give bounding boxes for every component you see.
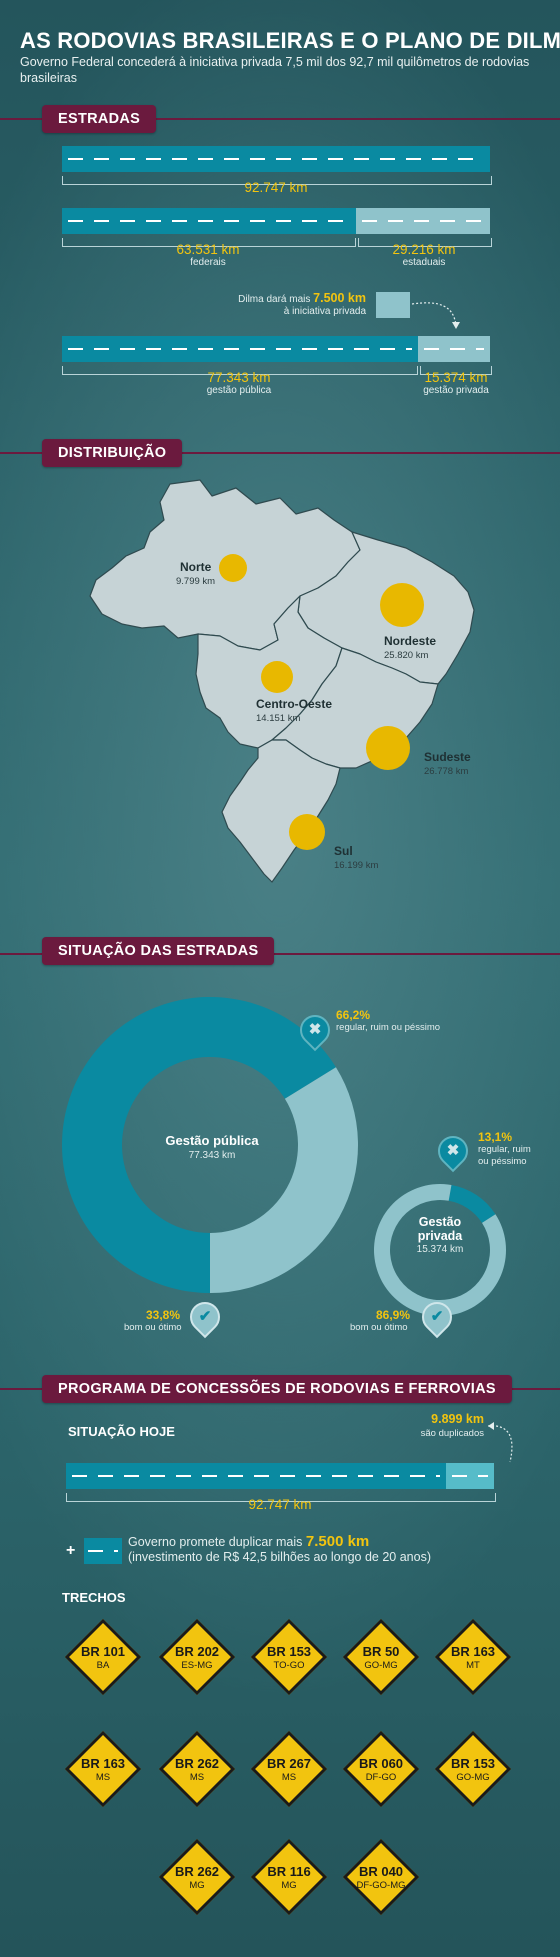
publica-label: gestão pública — [206, 385, 272, 396]
road-sign: BR 267 MS — [250, 1730, 328, 1808]
bracket-hoje — [66, 1493, 496, 1502]
donut-privada — [373, 1184, 506, 1316]
promise-text: Governo promete duplicar mais 7.500 km — [128, 1533, 370, 1550]
road-total — [62, 146, 490, 172]
donut-publica-km: 77.343 km — [188, 1150, 236, 1161]
bracket-federais — [62, 238, 356, 247]
road-sign: BR 202 ES-MG — [158, 1618, 236, 1696]
section-divider-situacao — [0, 953, 560, 955]
donut-publica-title: Gestão pública — [165, 1133, 259, 1148]
donut-privada-bad-segment — [448, 1185, 496, 1223]
close-icon: ✖ — [308, 1021, 322, 1038]
region-sul — [221, 739, 341, 883]
privatization-note-km: 7.500 km — [313, 291, 366, 305]
page-title: AS RODOVIAS BRASILEIRAS E O PLANO DE DIL… — [20, 28, 560, 53]
check-icon: ✔ — [198, 1308, 212, 1325]
region-label-norte: Norte — [180, 560, 212, 574]
privada-bad-label: regular, ruim ou péssimo — [478, 1144, 531, 1167]
brazil-map — [89, 479, 475, 883]
privada-km: 15.374 km — [424, 370, 488, 385]
region-km-centro-oeste: 14.151 km — [256, 713, 301, 724]
donut-publica-good-segment — [210, 1067, 358, 1293]
section-divider-distribuicao — [0, 452, 560, 454]
section-title-estradas: ESTRADAS — [42, 105, 157, 133]
privatization-block — [376, 292, 410, 318]
privada-bad-pct: 13,1% — [478, 1130, 513, 1144]
arrow-icon — [487, 1422, 513, 1463]
region-label-sudeste: Sudeste — [424, 750, 471, 764]
road-promise — [84, 1538, 122, 1564]
duplicados-label: são duplicados — [420, 1428, 484, 1439]
road-sign: BR 153 TO-GO — [250, 1618, 328, 1696]
road-sign: BR 163 MT — [434, 1618, 512, 1696]
road-sign: BR 116 MG — [250, 1838, 328, 1916]
privada-good-label: bom ou ótimo — [350, 1322, 408, 1333]
bracket-estaduais — [358, 238, 492, 247]
hoje-total-km: 92.747 km — [248, 1497, 312, 1512]
promise-investment: (investimento de R$ 42,5 bilhões ao long… — [128, 1550, 431, 1564]
section-title-programa: PROGRAMA DE CONCESSÕES DE RODOVIAS E FER… — [42, 1375, 512, 1403]
publica-good-label: bom ou ótimo — [124, 1322, 182, 1333]
region-km-sul: 16.199 km — [334, 860, 379, 871]
promise-km: 7.500 km — [305, 1533, 370, 1550]
road-sign: BR 262 MS — [158, 1730, 236, 1808]
road-sign: BR 262 MG — [158, 1838, 236, 1916]
road-sign: BR 040 DF-GO-MG — [342, 1838, 420, 1916]
duplicados-km: 9.899 km — [431, 1412, 484, 1426]
bracket-privada — [420, 366, 492, 375]
bracket-total — [62, 176, 492, 185]
donut-privada-title: Gestão privada — [417, 1215, 463, 1243]
region-label-nordeste: Nordeste — [384, 634, 437, 648]
privatization-note: Dilma dará mais 7.500 km — [238, 291, 366, 305]
road-duplicados — [446, 1463, 494, 1489]
estaduais-km: 29.216 km — [392, 242, 456, 257]
region-label-centro-oeste: Centro-Oeste — [256, 697, 333, 711]
federais-label: federais — [190, 257, 226, 268]
section-divider-estradas — [0, 118, 560, 120]
section-title-situacao: SITUAÇÃO DAS ESTRADAS — [42, 937, 275, 965]
region-label-sul: Sul — [334, 844, 353, 858]
road-sign: BR 060 DF-GO — [342, 1730, 420, 1808]
section-title-distribuicao: DISTRIBUIÇÃO — [42, 439, 183, 467]
road-publica — [62, 336, 418, 362]
road-sign: BR 153 GO-MG — [434, 1730, 512, 1808]
publica-bad-pct: 66,2% — [336, 1008, 371, 1022]
privada-label: gestão privada — [423, 385, 489, 396]
bracket-publica — [62, 366, 418, 375]
federais-km: 63.531 km — [176, 242, 240, 257]
donut-privada-km: 15.374 km — [416, 1244, 464, 1255]
arrow-icon — [411, 302, 460, 329]
situacao-hoje-label: SITUAÇÃO HOJE — [68, 1424, 175, 1439]
road-sign: BR 101 BA — [64, 1618, 142, 1696]
trechos-label: TRECHOS — [62, 1590, 126, 1605]
road-privada — [418, 336, 490, 362]
road-estaduais — [356, 208, 490, 234]
donut-publica-bad-segment — [62, 997, 336, 1293]
road-sign: BR 50 GO-MG — [342, 1618, 420, 1696]
page-subtitle: Governo Federal concederá à iniciativa p… — [20, 55, 530, 85]
region-km-norte: 9.799 km — [176, 576, 216, 587]
donut-publica — [62, 997, 358, 1293]
privada-good-pct: 86,9% — [376, 1308, 411, 1322]
privatization-note-suffix: à iniciativa privada — [283, 306, 366, 317]
region-km-nordeste: 25.820 km — [384, 650, 429, 661]
road-sign: BR 163 MS — [64, 1730, 142, 1808]
plus-sign: + — [66, 1542, 76, 1559]
check-icon: ✔ — [430, 1308, 444, 1325]
road-hoje — [66, 1463, 446, 1489]
close-icon: ✖ — [446, 1142, 460, 1159]
publica-good-pct: 33,8% — [146, 1308, 181, 1322]
region-km-sudeste: 26.778 km — [424, 766, 469, 777]
total-km: 92.747 km — [244, 180, 308, 195]
publica-km: 77.343 km — [207, 370, 271, 385]
estaduais-label: estaduais — [402, 257, 446, 268]
publica-bad-label: regular, ruim ou péssimo — [336, 1022, 441, 1033]
donut-charts — [62, 997, 506, 1316]
road-federais — [62, 208, 356, 234]
